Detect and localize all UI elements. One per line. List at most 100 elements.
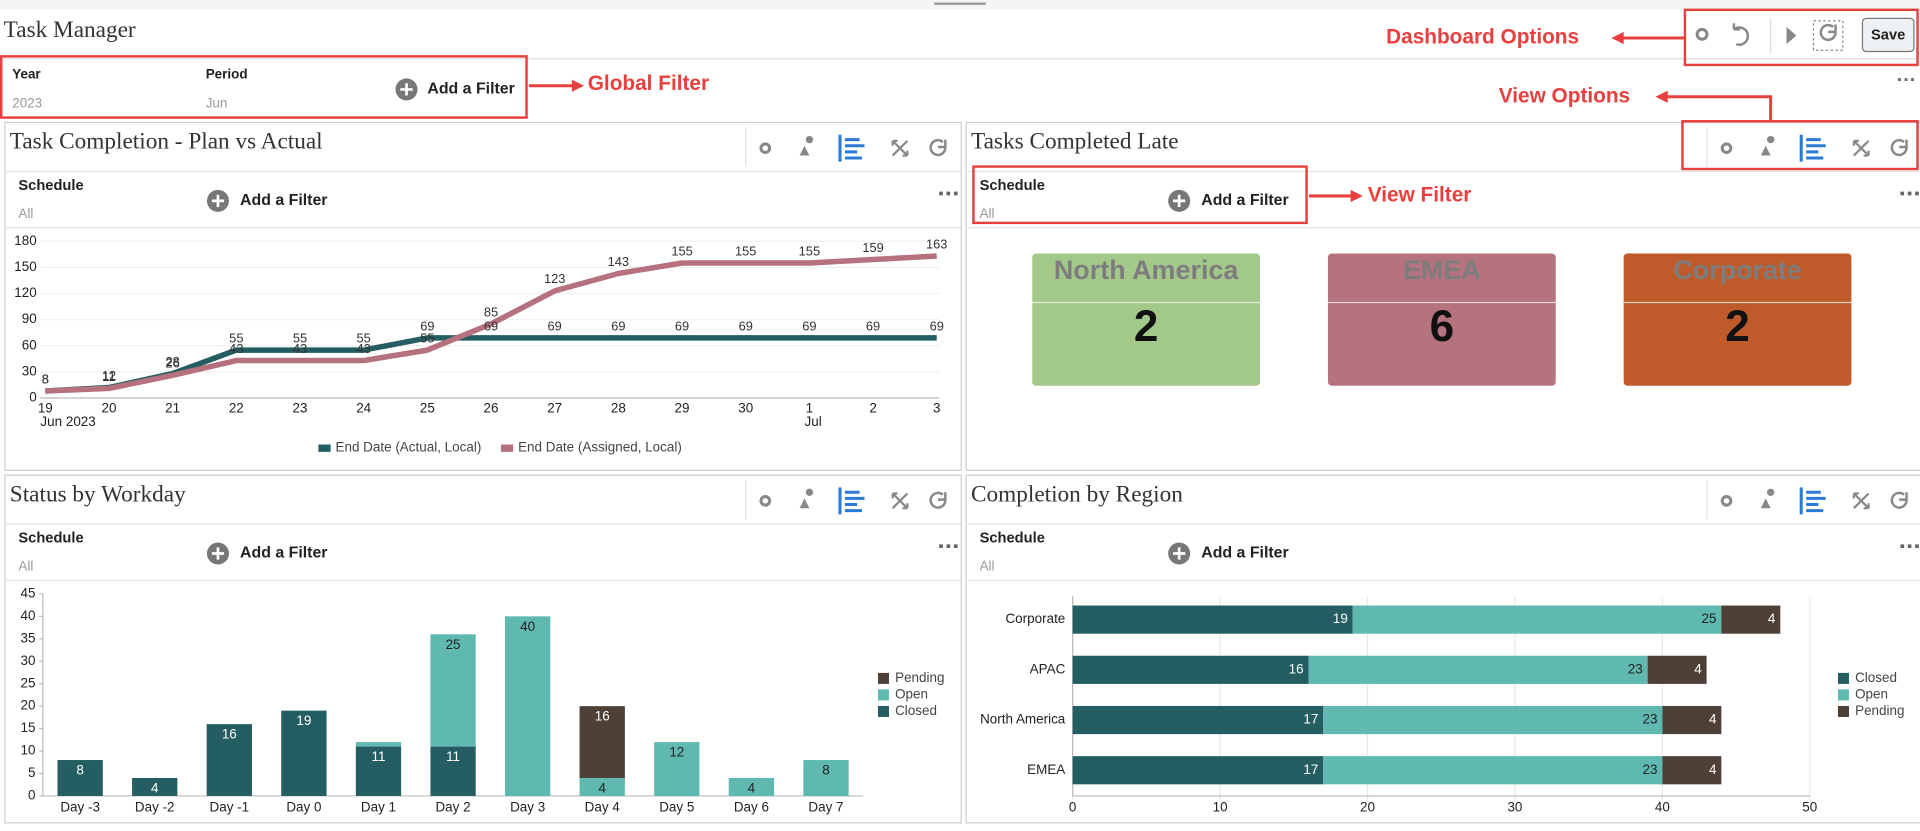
add-filter-plus <box>1173 194 1186 207</box>
x-tick-label: Day 5 <box>659 800 694 815</box>
data-label: 17 <box>1303 712 1318 727</box>
data-label: 11 <box>371 749 385 764</box>
legend-swatch <box>318 444 331 452</box>
annotation-arrow <box>1665 95 1773 122</box>
data-label: 143 <box>608 254 629 269</box>
settings-icon[interactable] <box>759 142 772 155</box>
x-tick-label: 22 <box>229 401 244 416</box>
y-tick-label: 30 <box>22 363 37 378</box>
bar-segment <box>1072 705 1324 735</box>
add-filter-text[interactable]: Add a Filter <box>427 81 515 98</box>
filter-label: Year <box>12 66 41 81</box>
data-label: 8 <box>42 371 49 386</box>
filter-label: Schedule <box>980 178 1045 194</box>
bar-segment <box>430 746 476 796</box>
x-tick-label: 1 <box>806 401 813 416</box>
chart-type-icon[interactable] <box>1799 487 1826 515</box>
expand-icon[interactable] <box>891 492 909 510</box>
expand-icon[interactable] <box>1852 492 1870 510</box>
filter-label: Period <box>206 66 248 81</box>
y-tick-label: 0 <box>28 788 35 803</box>
add-filter-text[interactable]: Add a Filter <box>1201 545 1289 562</box>
annotation-label: View Filter <box>1368 183 1472 206</box>
shapes-icon[interactable] <box>1760 488 1775 509</box>
chart-type-icon[interactable] <box>1799 134 1826 162</box>
data-label: 23 <box>1628 661 1643 676</box>
settings-icon[interactable] <box>1695 27 1709 41</box>
data-label: 25 <box>446 637 461 652</box>
save-text[interactable]: Save <box>1871 27 1905 43</box>
data-label: 69 <box>548 318 562 333</box>
filter-value: All <box>18 206 33 221</box>
x-tick-label: 10 <box>1213 800 1228 815</box>
filter-label: Schedule <box>18 178 83 194</box>
refresh-icon[interactable] <box>929 491 947 509</box>
shapes-icon[interactable] <box>799 135 814 156</box>
data-label: 23 <box>1643 712 1658 727</box>
data-label: 11 <box>446 749 460 764</box>
x-tick-label: 26 <box>484 401 499 416</box>
refresh-icon[interactable] <box>1890 491 1908 509</box>
data-label: 40 <box>520 619 535 634</box>
add-filter-plus <box>1173 547 1186 560</box>
settings-icon[interactable] <box>1720 495 1733 507</box>
data-label: 8 <box>42 371 49 386</box>
more-menu[interactable]: ··· <box>1897 69 1917 91</box>
data-label: 69 <box>675 318 689 333</box>
chart-type-icon[interactable] <box>838 134 865 162</box>
tile-title: EMEA <box>1403 255 1481 285</box>
bar-segment <box>355 742 402 747</box>
expand-icon[interactable] <box>891 139 909 157</box>
bar-segment <box>1352 605 1722 634</box>
x-tick-label: Day 4 <box>585 800 621 815</box>
data-label: 43 <box>293 341 307 356</box>
bar-segment <box>1072 605 1353 634</box>
data-label: 4 <box>748 781 756 796</box>
add-filter-text[interactable]: Add a Filter <box>240 545 328 562</box>
annotation-arrowhead <box>571 79 585 92</box>
legend-label: Closed <box>895 703 937 718</box>
filter-value: All <box>980 559 995 574</box>
legend-label: Open <box>1855 686 1888 701</box>
data-label: 4 <box>1709 712 1717 727</box>
add-filter-button[interactable]: Add a Filter <box>395 78 515 101</box>
x-group-label: Jul <box>804 414 821 429</box>
add-filter-text[interactable]: Add a Filter <box>240 192 328 209</box>
run-icon[interactable] <box>1786 26 1797 45</box>
settings-icon[interactable] <box>1720 142 1733 155</box>
chart-type-icon[interactable] <box>838 487 865 515</box>
data-label: 43 <box>357 341 371 356</box>
bar-segment <box>504 616 551 796</box>
settings-icon[interactable] <box>759 495 772 507</box>
bar-segment <box>1721 605 1781 634</box>
expand-icon[interactable] <box>1852 139 1870 157</box>
x-tick-label: 20 <box>101 401 116 416</box>
x-tick-label: Day -3 <box>60 800 100 815</box>
add-filter-text[interactable]: Add a Filter <box>1201 192 1289 209</box>
data-label: 4 <box>1694 661 1702 676</box>
refresh-icon[interactable] <box>1819 23 1837 41</box>
data-label: 4 <box>151 781 159 796</box>
data-label: 155 <box>671 243 692 258</box>
y-tick-label: 90 <box>22 311 37 326</box>
refresh-icon[interactable] <box>1890 139 1908 157</box>
bar-segment <box>430 634 476 747</box>
x-tick-label: Day 6 <box>734 800 769 815</box>
save-button[interactable] <box>1861 17 1915 53</box>
bar-segment <box>654 742 700 796</box>
refresh-icon[interactable] <box>929 139 947 157</box>
undo-icon[interactable] <box>1732 23 1750 46</box>
shapes-icon[interactable] <box>1760 135 1775 156</box>
panel <box>4 474 962 824</box>
data-label: 55 <box>420 330 434 345</box>
shapes-icon[interactable] <box>799 488 814 509</box>
legend-swatch <box>1837 672 1849 684</box>
legend-swatch <box>1837 689 1849 701</box>
x-tick-label: Day 0 <box>286 800 321 815</box>
data-label: 123 <box>544 271 565 286</box>
y-tick-label: Corporate <box>1005 611 1065 626</box>
data-label: 4 <box>598 781 606 796</box>
data-label: 43 <box>229 341 243 356</box>
add-filter-plus <box>211 547 225 560</box>
tile-value: 2 <box>1134 302 1159 351</box>
